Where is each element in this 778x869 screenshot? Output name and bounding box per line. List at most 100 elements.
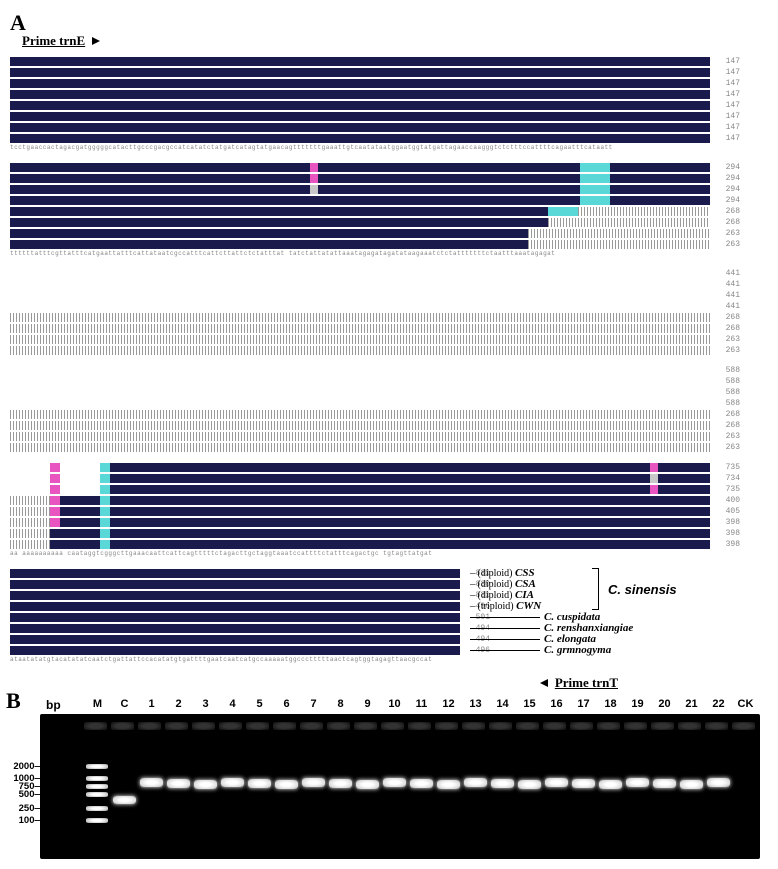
alignment-row: 441 bbox=[10, 301, 768, 311]
alignment-position: 147 bbox=[716, 101, 740, 110]
alignment-row: 294 bbox=[10, 173, 768, 183]
alignment-row: 268 bbox=[10, 206, 768, 216]
ladder-band bbox=[86, 792, 108, 797]
alignment-position: 268 bbox=[716, 207, 740, 216]
gel-well bbox=[165, 722, 188, 730]
bp-axis-label: bp bbox=[46, 698, 61, 712]
lane-label: 14 bbox=[489, 698, 516, 710]
alignment-row: 405 bbox=[10, 506, 768, 516]
lane-label: 13 bbox=[462, 698, 489, 710]
lane-label: 20 bbox=[651, 698, 678, 710]
alignment-row: 496 bbox=[10, 601, 768, 611]
alignment-position: 294 bbox=[716, 185, 740, 194]
alignment-position: 588 bbox=[716, 366, 740, 375]
alignment-row: 263 bbox=[10, 239, 768, 249]
lane-label: 22 bbox=[705, 698, 732, 710]
alignment-row: 588 bbox=[10, 365, 768, 375]
alignment-row: 441 bbox=[10, 290, 768, 300]
alignment-position: 268 bbox=[716, 421, 740, 430]
alignment-row: 588 bbox=[10, 398, 768, 408]
gel-band bbox=[437, 780, 460, 789]
gel-well bbox=[570, 722, 593, 730]
alignment-row: 441 bbox=[10, 268, 768, 278]
alignment-row: 400 bbox=[10, 495, 768, 505]
alignment-position: 734 bbox=[716, 474, 740, 483]
panel-b: B bp MC123456789101112131415161718192021… bbox=[10, 714, 768, 859]
alignment-row: 735 bbox=[10, 462, 768, 472]
gel-band bbox=[545, 778, 568, 787]
alignment-position: 268 bbox=[716, 313, 740, 322]
gel-band bbox=[707, 778, 730, 787]
gel-well bbox=[111, 722, 134, 730]
alignment-row: 147 bbox=[10, 56, 768, 66]
alignment-row: 501 bbox=[10, 612, 768, 622]
alignment-row: 294 bbox=[10, 184, 768, 194]
gel-well bbox=[732, 722, 755, 730]
gel-band bbox=[410, 779, 433, 788]
alignment-row: 398 bbox=[10, 539, 768, 549]
gel-well bbox=[219, 722, 242, 730]
gel-band bbox=[680, 780, 703, 789]
alignment-row: 294 bbox=[10, 195, 768, 205]
alignment-position: 263 bbox=[716, 240, 740, 249]
alignment-block: 294294294294268268263263ttttttatttcgttat… bbox=[10, 162, 768, 258]
alignment-row: 588 bbox=[10, 376, 768, 386]
gel-well bbox=[246, 722, 269, 730]
gel-band bbox=[599, 780, 622, 789]
gel-band bbox=[329, 779, 352, 788]
gel-well bbox=[597, 722, 620, 730]
lane-label: CK bbox=[732, 698, 759, 710]
alignment-block: 147147147147147147147147tcctgaaccactagac… bbox=[10, 56, 768, 152]
alignment-row: 494 bbox=[10, 634, 768, 644]
alignment-position: 147 bbox=[716, 57, 740, 66]
gel-well bbox=[489, 722, 512, 730]
lane-label: 6 bbox=[273, 698, 300, 710]
alignment-row: 398 bbox=[10, 517, 768, 527]
gel-well bbox=[462, 722, 485, 730]
panel-a: A Prime trnE 147147147147147147147147tcc… bbox=[10, 10, 768, 692]
gel-well bbox=[354, 722, 377, 730]
lane-label: 7 bbox=[300, 698, 327, 710]
alignment-block: 588588588588268268263263 bbox=[10, 365, 768, 452]
alignment-position: 588 bbox=[716, 377, 740, 386]
bracket-species-label: C. sinensis bbox=[608, 582, 677, 597]
alignment-block: 441441441441268268263263 bbox=[10, 268, 768, 355]
gel-well bbox=[84, 722, 107, 730]
alignment-row: 147 bbox=[10, 122, 768, 132]
alignment-row: 147 bbox=[10, 89, 768, 99]
sequence-alignment: 147147147147147147147147tcctgaaccactagac… bbox=[10, 56, 768, 664]
consensus-sequence: ttttttatttcgttatttcatgaattatttcattataatc… bbox=[10, 250, 710, 258]
alignment-position: 294 bbox=[716, 163, 740, 172]
alignment-row: 268 bbox=[10, 420, 768, 430]
alignment-row: 268 bbox=[10, 217, 768, 227]
lane-label: 3 bbox=[192, 698, 219, 710]
alignment-position: 441 bbox=[716, 291, 740, 300]
gel-well bbox=[381, 722, 404, 730]
alignment-position: 735 bbox=[716, 463, 740, 472]
alignment-position: 400 bbox=[716, 496, 740, 505]
alignment-row: 147 bbox=[10, 100, 768, 110]
alignment-position: 263 bbox=[716, 229, 740, 238]
gel-band bbox=[194, 780, 217, 789]
alignment-row: 268 bbox=[10, 409, 768, 419]
lane-label: 5 bbox=[246, 698, 273, 710]
consensus-sequence: aa aaaaaaaaaa caataggtcgggcttgaaacaattca… bbox=[10, 550, 710, 558]
alignment-position: 263 bbox=[716, 346, 740, 355]
gel-lane-labels: MC12345678910111213141516171819202122CK bbox=[84, 698, 759, 710]
alignment-position: 263 bbox=[716, 335, 740, 344]
alignment-row: 147 bbox=[10, 67, 768, 77]
alignment-position: 263 bbox=[716, 443, 740, 452]
alignment-row: 588 bbox=[10, 387, 768, 397]
primer-bottom-label: Prime trnT bbox=[555, 675, 618, 690]
alignment-row: 263 bbox=[10, 442, 768, 452]
gel-band bbox=[275, 780, 298, 789]
alignment-row: 263 bbox=[10, 345, 768, 355]
alignment-position: 398 bbox=[716, 518, 740, 527]
lane-label: 12 bbox=[435, 698, 462, 710]
lane-label: 1 bbox=[138, 698, 165, 710]
lane-label: 10 bbox=[381, 698, 408, 710]
alignment-position: 441 bbox=[716, 269, 740, 278]
primer-top-arrow-icon bbox=[90, 32, 100, 49]
gel-well bbox=[435, 722, 458, 730]
gel-well bbox=[300, 722, 323, 730]
